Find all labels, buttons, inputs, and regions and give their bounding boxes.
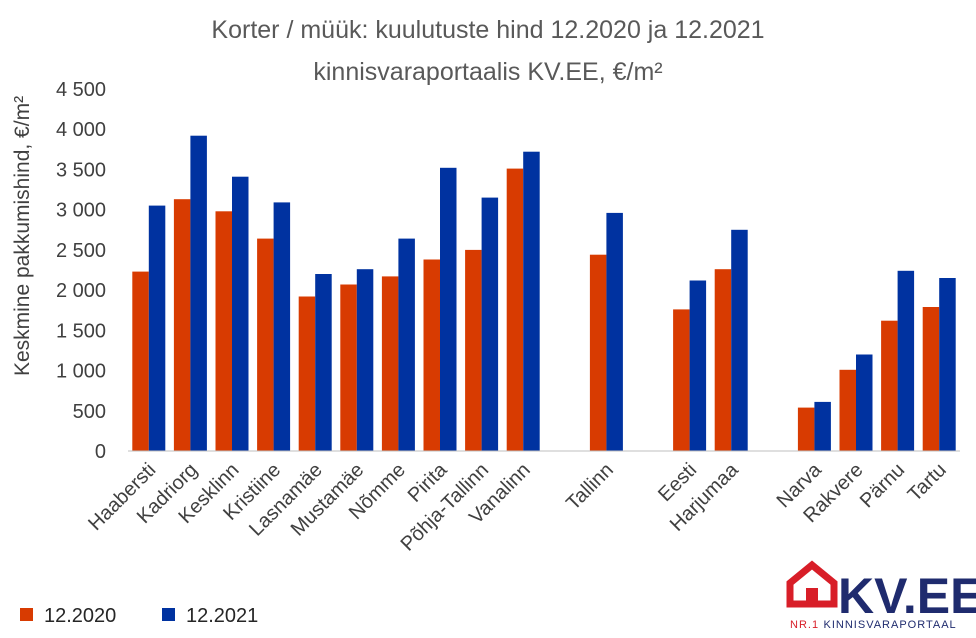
bar-12.2020-Eesti — [673, 309, 690, 451]
bar-12.2020-Nõmme — [381, 276, 399, 451]
bar-12.2021-Nõmme — [398, 238, 415, 451]
category-label: Pärnu — [856, 459, 909, 512]
legend-label-2020: 12.2020 — [44, 605, 116, 627]
bar-12.2021-Pärnu — [897, 270, 915, 451]
bar-12.2021-Pirita — [440, 167, 457, 452]
bar-12.2020-Kristiine — [257, 238, 274, 451]
legend-label-2021: 12.2021 — [186, 605, 258, 627]
y-tick-label: 3 500 — [56, 159, 106, 181]
bar-12.2021-Haabersti — [148, 205, 166, 451]
bar-12.2020-Pärnu — [881, 320, 898, 451]
bar-12.2021-Tallinn — [606, 212, 623, 451]
bar-12.2021-Rakvere — [856, 354, 873, 451]
chart-title-line2: kinnisvaraportaalis KV.EE, €/m² — [313, 58, 662, 86]
legend-swatch-2020 — [20, 608, 33, 621]
bar-12.2020-Haabersti — [132, 271, 149, 451]
bar-12.2021-Narva — [814, 401, 831, 451]
logo-subtitle: NR.1 KINNISVARAPORTAAL — [790, 615, 957, 632]
legend-swatch-2021 — [162, 608, 175, 621]
bar-12.2021-Põhja-Tallinn — [481, 197, 499, 451]
logo-text: KV.EE — [838, 568, 976, 624]
y-tick-label: 2 500 — [56, 240, 106, 262]
bar-12.2020-Lasnamäe — [298, 296, 316, 451]
category-label: Tartu — [904, 459, 951, 506]
y-tick-label: 1 000 — [56, 361, 106, 383]
logo-subtitle-text: KINNISVARAPORTAAL — [824, 619, 957, 631]
bar-12.2021-Mustamäe — [356, 269, 374, 451]
bar-12.2021-Eesti — [689, 280, 707, 451]
bar-12.2020-Kadriorg — [173, 199, 191, 451]
bar-12.2020-Põhja-Tallinn — [465, 249, 482, 451]
house-icon — [786, 560, 838, 608]
logo-subtitle-prefix: NR.1 — [790, 619, 819, 631]
bar-12.2020-Harjumaa — [714, 269, 732, 451]
legend: 12.2020 12.2021 — [20, 605, 258, 627]
y-tick-label: 4 000 — [56, 119, 106, 141]
category-labels: HaaberstiKadriorgKesklinnKristiineLasnam… — [84, 458, 950, 555]
bar-12.2020-Mustamäe — [340, 284, 357, 451]
y-tick-labels: 0 500 1 000 1 500 2 000 2 500 3 000 3 500 4 000 4… — [56, 79, 106, 463]
bars — [132, 135, 956, 452]
kv-ee-logo: KV.EE NR.1 KINNISVARAPORTAAL — [786, 560, 976, 632]
category-label: Tallinn — [562, 459, 618, 515]
chart-title-line1: Korter / müük: kuulutuste hind 12.2020 j… — [211, 16, 764, 44]
bar-12.2020-Rakvere — [839, 369, 856, 451]
bar-12.2021-Vanalinn — [523, 151, 540, 451]
y-tick-label: 500 — [73, 401, 106, 423]
bar-12.2020-Kesklinn — [215, 211, 232, 451]
bar-12.2020-Pirita — [423, 259, 440, 451]
y-tick-label: 3 000 — [56, 200, 106, 222]
bar-12.2021-Kesklinn — [232, 176, 249, 451]
bar-12.2021-Tartu — [939, 278, 956, 451]
bar-12.2021-Kadriorg — [190, 135, 207, 451]
bar-12.2021-Lasnamäe — [315, 274, 332, 451]
bar-12.2020-Tartu — [922, 307, 940, 451]
bar-12.2021-Kristiine — [273, 202, 291, 451]
bar-12.2021-Harjumaa — [731, 229, 748, 451]
y-tick-label: 4 500 — [56, 79, 106, 101]
y-axis-label: Keskmine pakkumishind, €/m² — [11, 96, 34, 376]
y-tick-label: 1 500 — [56, 320, 106, 342]
bar-12.2020-Vanalinn — [506, 168, 524, 451]
y-tick-label: 0 — [95, 441, 106, 463]
y-tick-label: 2 000 — [56, 280, 106, 302]
bar-12.2020-Tallinn — [589, 254, 607, 451]
bar-12.2020-Narva — [797, 407, 815, 451]
